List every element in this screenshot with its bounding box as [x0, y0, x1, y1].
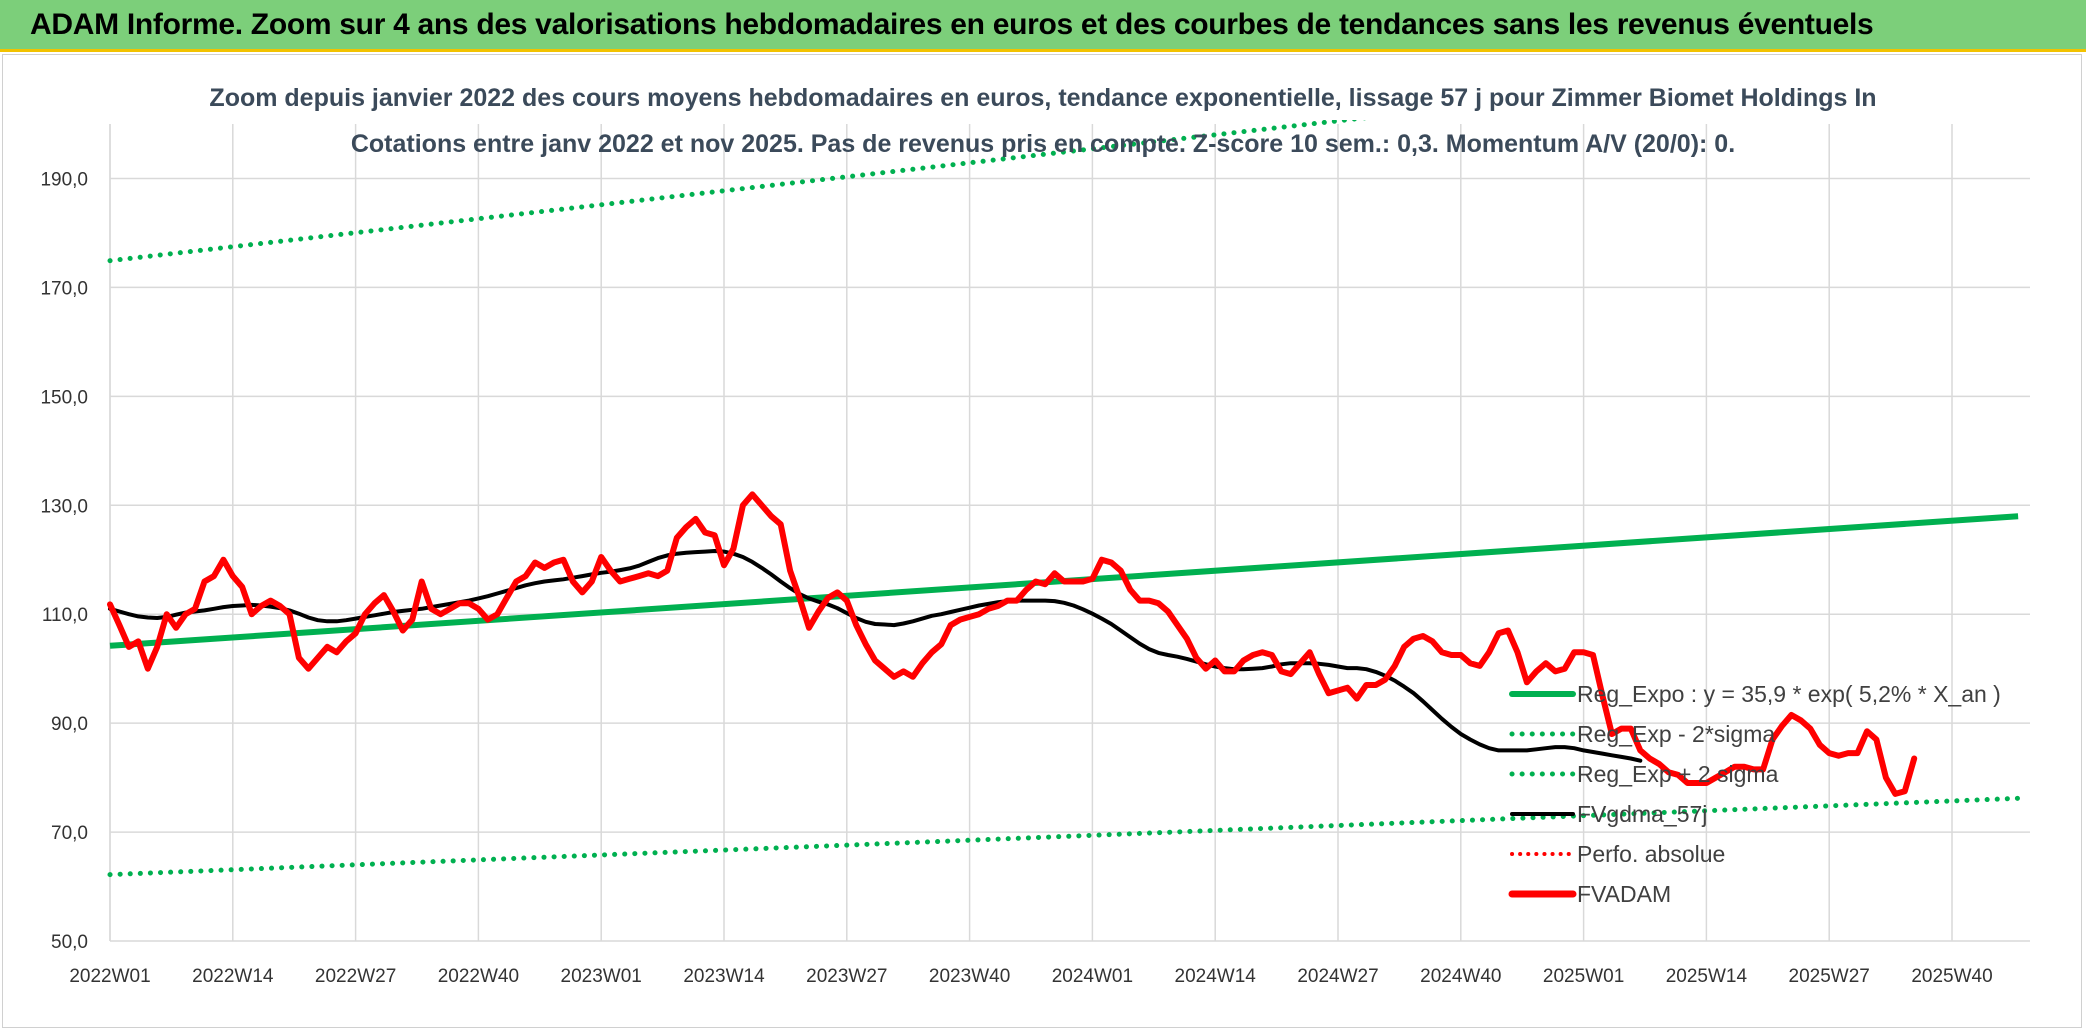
- legend-item-fvadam: FVADAM: [1508, 881, 1671, 907]
- axis-layer: 50,0 70,0 90,0 110,0 130,0 150,0 170,0 190,0 202…: [40, 169, 1992, 987]
- y-tick-label: 170,0: [40, 278, 88, 299]
- upper-band-line: [107, 120, 1368, 264]
- x-tick-label: 2024W27: [1297, 966, 1378, 987]
- x-tick-label: 2022W27: [315, 966, 396, 987]
- chart-title: Zoom depuis janvier 2022 des cours moyen…: [209, 84, 1876, 112]
- legend-label: FVADAM: [1577, 881, 1671, 907]
- legend-label: Reg_Expo : y = 35,9 * exp( 5,2% * X_an ): [1577, 681, 2001, 707]
- y-tick-label: 130,0: [40, 496, 88, 517]
- x-tick-label: 2025W27: [1789, 966, 1870, 987]
- plot-area: [107, 120, 2021, 878]
- fvadam-line: [107, 491, 1918, 797]
- x-tick-label: 2023W01: [561, 966, 642, 987]
- y-tick-label: 190,0: [40, 169, 88, 190]
- x-tick-label: 2022W40: [438, 966, 519, 987]
- series-layer: [107, 120, 2021, 878]
- x-tick-label: 2024W40: [1420, 966, 1501, 987]
- chart-subtitle: Cotations entre janv 2022 et nov 2025. P…: [351, 130, 1735, 158]
- legend-item-perfo: Perfo. absolue: [1510, 841, 1725, 867]
- legend-label: Reg_Exp - 2*sigma: [1577, 721, 1775, 747]
- x-tick-label: 2023W27: [806, 966, 887, 987]
- x-tick-label: 2025W14: [1666, 966, 1748, 987]
- y-tick-label: 110,0: [42, 605, 88, 626]
- x-tick-label: 2023W40: [929, 966, 1010, 987]
- legend-item-upper-band: Reg_Exp + 2 sigma: [1509, 761, 1779, 787]
- y-tick-label: 50,0: [51, 932, 88, 953]
- legend-label: Reg_Exp + 2 sigma: [1577, 761, 1779, 787]
- lower-band-line: [107, 795, 2021, 878]
- y-tick-label: 150,0: [40, 387, 88, 408]
- report-title: ADAM Informe. Zoom sur 4 ans des valoris…: [30, 8, 1874, 41]
- legend: Reg_Expo : y = 35,9 * exp( 5,2% * X_an )…: [1508, 681, 2001, 907]
- y-tick-label: 90,0: [51, 714, 88, 735]
- grid-layer: [109, 124, 2030, 942]
- x-tick-label: 2025W01: [1543, 966, 1624, 987]
- y-tick-label: 70,0: [51, 823, 88, 844]
- legend-item-lower-band: Reg_Exp - 2*sigma: [1509, 721, 1775, 747]
- legend-label: Perfo. absolue: [1577, 841, 1725, 867]
- legend-item-trend: Reg_Expo : y = 35,9 * exp( 5,2% * X_an ): [1509, 681, 2001, 707]
- x-tick-label: 2022W01: [69, 966, 150, 987]
- legend-label: FVgdma_57j: [1577, 801, 1707, 827]
- x-tick-label: 2025W40: [1911, 966, 1992, 987]
- x-tick-label: 2023W14: [683, 966, 765, 987]
- x-tick-label: 2022W14: [192, 966, 274, 987]
- legend-item-fvgdma: FVgdma_57j: [1510, 801, 1707, 827]
- x-tick-label: 2024W14: [1175, 966, 1257, 987]
- report-banner: ADAM Informe. Zoom sur 4 ans des valoris…: [0, 0, 2086, 52]
- chart-frame: [2, 54, 2082, 1028]
- x-tick-label: 2024W01: [1052, 966, 1133, 987]
